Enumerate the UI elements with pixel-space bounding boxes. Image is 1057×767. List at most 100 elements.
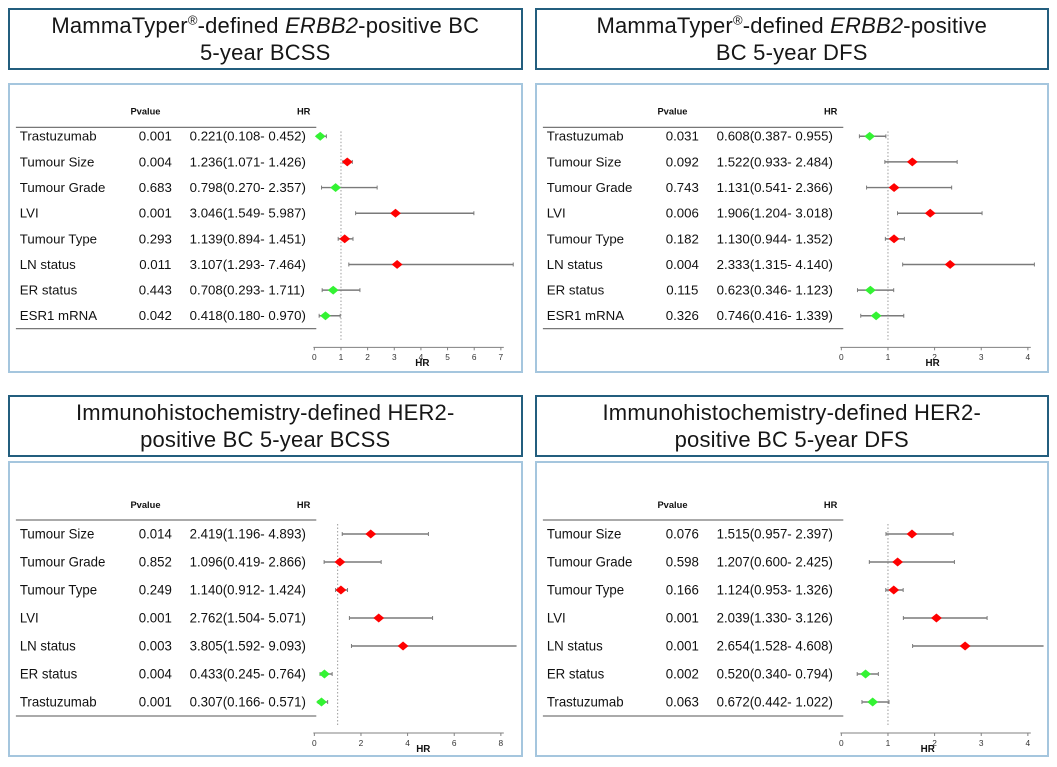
row-hr-ci: 0.798(0.270- 2.357) — [190, 180, 306, 195]
x-axis-tick-label: 6 — [472, 352, 477, 362]
forest-panel-ihc-dfs: Pvalue HR Tumour Size 0.076 1.515(0.957- 2.3… — [534, 461, 1049, 757]
row-hr-ci: 0.520(0.340- 0.794) — [716, 666, 832, 681]
row-hr-ci: 1.207(0.600- 2.425) — [716, 554, 832, 569]
hr-diamond-marker — [319, 669, 330, 679]
title-segment: ® — [732, 12, 743, 28]
x-axis-tick-label: 3 — [392, 352, 397, 362]
row-hr-ci: 2.654(1.528- 4.608) — [716, 638, 832, 653]
row-label: Tumour Grade — [20, 554, 106, 569]
row-pvalue: 0.001 — [665, 638, 698, 653]
hr-diamond-marker — [320, 311, 331, 321]
hr-diamond-marker — [316, 697, 327, 707]
forest-panel-ihc-bcss: Pvalue HR Tumour Size 0.014 2.419(1.196- 4.8… — [8, 461, 523, 757]
hr-diamond-marker — [859, 669, 871, 679]
row-pvalue: 0.006 — [665, 206, 698, 221]
x-axis-tick-label: 0 — [839, 352, 844, 362]
row-pvalue: 0.326 — [665, 308, 698, 323]
quadrant-mammatyper-bcss: MammaTyper®-defined ERBB2-positive BC 5-y… — [8, 8, 523, 373]
x-axis-tick-label: 3 — [978, 352, 983, 362]
title-segment: -positive BC — [358, 13, 480, 38]
hr-diamond-marker — [863, 131, 875, 141]
row-label: ER status — [546, 666, 604, 681]
hr-diamond-marker — [314, 131, 326, 141]
row-label: Trastuzumab — [20, 129, 97, 144]
panel-title-mammatyper-bcss: MammaTyper®-defined ERBB2-positive BC 5-y… — [8, 8, 523, 70]
quadrant-ihc-dfs: Immunohistochemistry-defined HER2- positi… — [534, 395, 1049, 757]
row-label: ER status — [20, 283, 78, 298]
row-label: ESR1 mRNA — [20, 308, 97, 323]
panel-title-line: positive BC 5-year DFS — [675, 426, 909, 453]
row-hr-ci: 0.708(0.293- 1.711) — [190, 283, 305, 298]
hr-diamond-marker — [888, 234, 899, 244]
hr-diamond-marker — [906, 529, 917, 539]
title-segment: positive BC 5-year DFS — [674, 427, 909, 452]
x-axis-label: HR — [415, 358, 429, 369]
row-label: ER status — [20, 666, 78, 681]
row-pvalue: 0.852 — [139, 554, 172, 569]
row-pvalue: 0.166 — [665, 582, 698, 597]
hr-diamond-marker — [866, 697, 878, 707]
title-segment: BC 5-year DFS — [715, 40, 868, 65]
row-hr-ci: 1.522(0.933- 2.484) — [716, 154, 832, 169]
row-label: LVI — [546, 610, 565, 625]
col-header-hr: HR — [297, 499, 311, 510]
row-hr-ci: 3.046(1.549- 5.987) — [190, 206, 306, 221]
row-pvalue: 0.003 — [139, 638, 172, 653]
x-axis-label: HR — [416, 744, 430, 755]
row-hr-ci: 1.515(0.957- 2.397) — [716, 526, 832, 541]
row-pvalue: 0.001 — [139, 694, 172, 709]
row-label: Tumour Grade — [546, 554, 632, 569]
x-axis-tick-label: 2 — [365, 352, 370, 362]
row-label: Trastuzumab — [546, 694, 623, 709]
x-axis-tick-label: 5 — [445, 352, 450, 362]
x-axis-tick-label: 4 — [1025, 738, 1030, 748]
hr-diamond-marker — [959, 641, 970, 651]
x-axis-tick-label: 1 — [339, 352, 344, 362]
x-axis-tick-label: 2 — [932, 352, 937, 362]
title-segment: Immunohistochemistry-defined HER2- — [602, 400, 981, 425]
row-label: Tumour Type — [20, 582, 97, 597]
row-hr-ci: 0.623(0.346- 1.123) — [716, 283, 832, 298]
row-label: Tumour Type — [546, 231, 623, 246]
x-axis-tick-label: 0 — [312, 738, 317, 748]
hr-diamond-marker — [924, 208, 936, 218]
forest-plot-ihc-bcss: Pvalue HR Tumour Size 0.014 2.419(1.196- 4.8… — [15, 499, 517, 755]
row-pvalue: 0.293 — [139, 231, 172, 246]
panel-title-ihc-bcss: Immunohistochemistry-defined HER2- positi… — [8, 395, 523, 457]
hr-diamond-marker — [864, 285, 876, 295]
row-hr-ci: 0.608(0.387- 0.955) — [716, 129, 832, 144]
row-pvalue: 0.249 — [139, 582, 172, 597]
row-hr-ci: 0.433(0.245- 0.764) — [190, 666, 306, 681]
hr-diamond-marker — [373, 613, 385, 623]
hr-diamond-marker — [891, 557, 903, 567]
title-segment: Immunohistochemistry-defined HER2- — [76, 400, 455, 425]
col-header-pvalue: Pvalue — [130, 107, 160, 117]
row-pvalue: 0.002 — [665, 666, 698, 681]
hr-diamond-marker — [391, 260, 403, 269]
row-pvalue: 0.598 — [665, 554, 698, 569]
hr-diamond-marker — [870, 311, 882, 321]
x-axis-tick-label: 4 — [419, 352, 424, 362]
forest-panel-mammatyper-dfs: Pvalue HR Trastuzumab 0.031 0.608(0.387- 0.9… — [534, 83, 1049, 373]
hr-diamond-marker — [341, 157, 353, 167]
title-segment: 5-year BCSS — [199, 40, 331, 65]
panel-title-line: 5-year BCSS — [200, 39, 331, 66]
row-hr-ci: 0.672(0.442- 1.022) — [716, 694, 832, 709]
x-axis-tick-label: 0 — [839, 738, 844, 748]
row-pvalue: 0.004 — [139, 154, 172, 169]
title-segment: positive BC 5-year BCSS — [140, 427, 391, 452]
row-pvalue: 0.743 — [665, 180, 698, 195]
row-label: LVI — [20, 610, 39, 625]
row-hr-ci: 2.333(1.315- 4.140) — [716, 257, 832, 272]
row-label: LN status — [546, 638, 602, 653]
row-hr-ci: 1.124(0.953- 1.326) — [716, 582, 832, 597]
row-label: Tumour Size — [546, 526, 621, 541]
row-hr-ci: 0.307(0.166- 0.571) — [190, 694, 306, 709]
forest-plot-mammatyper-bcss: Pvalue HR Trastuzumab 0.001 0.221(0.108- 0.4… — [15, 107, 514, 369]
hr-diamond-marker — [944, 260, 956, 269]
row-pvalue: 0.683 — [139, 180, 172, 195]
panel-title-line: BC 5-year DFS — [716, 39, 868, 66]
row-pvalue: 0.001 — [139, 206, 172, 221]
row-pvalue: 0.115 — [666, 283, 698, 298]
hr-diamond-marker — [930, 613, 942, 623]
